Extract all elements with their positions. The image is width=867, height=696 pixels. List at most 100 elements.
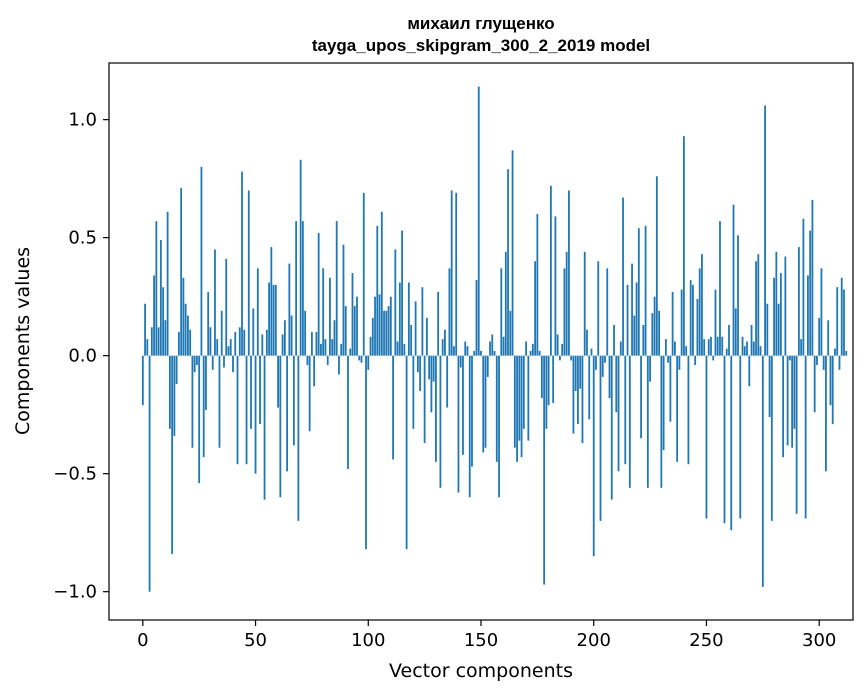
bar: [782, 355, 785, 458]
bar: [360, 355, 363, 363]
bar: [829, 355, 832, 406]
bar: [513, 355, 516, 448]
bar: [205, 355, 207, 410]
bar: [486, 355, 489, 377]
bar: [301, 221, 304, 356]
bar: [396, 341, 399, 356]
bar: [770, 355, 773, 521]
bar: [680, 289, 683, 356]
bar: [349, 348, 352, 356]
bar: [525, 341, 527, 356]
bar: [692, 284, 694, 356]
bar: [455, 192, 458, 356]
bar: [401, 230, 403, 356]
bar: [660, 355, 663, 488]
bar: [750, 324, 753, 356]
bar: [259, 355, 261, 425]
bar: [335, 221, 338, 356]
bar: [371, 317, 374, 356]
bar: [376, 225, 379, 356]
bar: [324, 339, 327, 356]
x-tick-label: 100: [351, 630, 385, 651]
bar: [635, 282, 638, 356]
bar: [689, 280, 692, 356]
bar: [459, 355, 462, 368]
bar: [764, 105, 766, 356]
bar: [777, 303, 780, 356]
bar: [531, 343, 534, 356]
bar: [840, 277, 843, 356]
bar: [286, 355, 289, 472]
bar: [816, 355, 818, 366]
bar: [549, 185, 552, 356]
bar: [786, 355, 789, 446]
bar: [597, 261, 600, 356]
bar: [678, 355, 681, 370]
bar: [728, 324, 730, 356]
bar: [322, 268, 325, 356]
bar: [599, 355, 602, 521]
y-tick-label: −0.5: [53, 464, 97, 485]
bar: [439, 355, 442, 488]
bar: [329, 277, 331, 356]
bar: [198, 355, 201, 484]
y-axis: −1.0 −0.5 0.0 0.5 1.0: [53, 110, 109, 603]
bar: [723, 355, 726, 524]
bar: [340, 343, 343, 356]
bar: [435, 355, 437, 462]
bar: [177, 332, 180, 356]
bar: [272, 284, 275, 356]
bar: [283, 320, 286, 356]
bar: [187, 315, 189, 356]
bar: [482, 355, 485, 453]
bar: [353, 306, 356, 356]
bar: [825, 355, 827, 472]
bar: [410, 324, 413, 356]
bar: [610, 355, 613, 500]
bar: [166, 211, 169, 356]
bar: [234, 332, 237, 356]
bar: [295, 221, 298, 356]
bar: [423, 355, 426, 443]
bar: [362, 192, 365, 356]
bar: [387, 306, 390, 356]
bar: [694, 355, 697, 366]
bar: [462, 355, 464, 455]
bar: [759, 346, 762, 356]
bar: [344, 306, 347, 356]
bar: [457, 355, 460, 493]
bar: [732, 204, 735, 356]
bar: [809, 230, 812, 356]
bar: [238, 327, 241, 356]
bar: [845, 350, 848, 356]
bar: [202, 355, 205, 458]
bar: [227, 346, 230, 356]
bar: [586, 329, 588, 356]
bar: [834, 348, 836, 356]
y-tick-label: 0.5: [68, 228, 97, 249]
y-axis-label: Components values: [12, 247, 34, 435]
bar: [743, 346, 746, 356]
bar: [484, 355, 487, 448]
bar: [748, 355, 751, 387]
bar: [703, 339, 706, 356]
y-tick-label: 0.0: [68, 346, 97, 367]
bar: [545, 355, 548, 429]
bar: [268, 282, 270, 356]
bar: [270, 247, 273, 356]
bar: [538, 350, 541, 356]
bar: [155, 221, 158, 356]
bar: [707, 339, 710, 356]
bar: [180, 188, 183, 356]
bar: [232, 355, 234, 373]
bar: [378, 294, 381, 356]
bar: [622, 197, 624, 356]
bar: [683, 136, 685, 356]
bar: [468, 355, 471, 498]
bar: [820, 268, 823, 356]
bar: [250, 355, 252, 429]
bar: [773, 277, 775, 356]
bar: [254, 355, 257, 474]
bar: [306, 355, 309, 366]
bar: [662, 355, 665, 451]
